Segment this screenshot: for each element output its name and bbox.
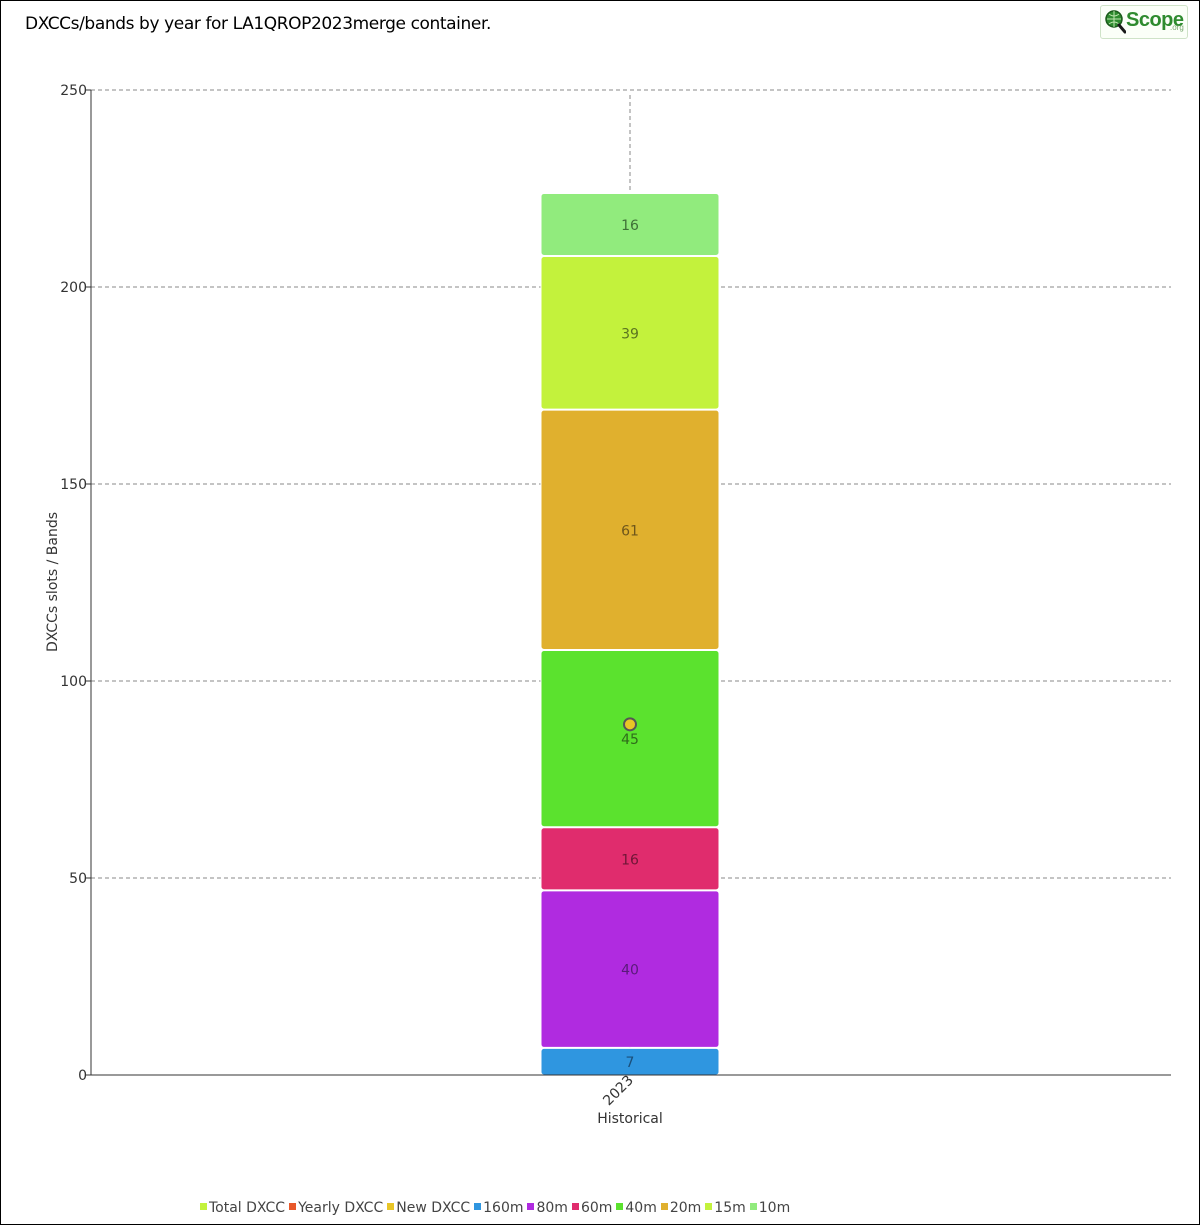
legend-label: Total DXCC [209,1200,286,1216]
bar-15m [540,255,720,410]
legend-swatch [474,1203,482,1210]
legend-swatch [571,1203,579,1210]
bar-label-60m: 16 [621,852,639,868]
legend-label: 40m [625,1200,657,1216]
legend-swatch [749,1203,757,1210]
bar-60m [540,827,720,891]
scope-logo[interactable]: Scope .org [1100,5,1188,39]
bar-label-10m: 16 [621,218,639,234]
logo-text: Scope [1126,9,1184,31]
legend-swatch [527,1203,535,1210]
chart-legend: Total DXCC Yearly DXCC New DXCC 160m 80m 60m 4… [200,1200,794,1216]
legend-item-60m[interactable]: 60m [571,1200,613,1216]
legend-swatch [387,1203,395,1210]
logo-suffix: .org [1170,23,1184,32]
y-tick-label: 200 [60,280,87,296]
chart-title: DXCCs/bands by year for LA1QROP2023merge… [25,14,491,34]
y-tick-label: 250 [60,83,87,99]
legend-label: 160m [483,1200,524,1216]
y-tick-label: 100 [60,674,87,690]
bar-80m [540,890,720,1048]
legend-item-10m[interactable]: 10m [749,1200,791,1216]
bar-label-20m: 61 [621,523,639,539]
bar-label-40m: 45 [621,732,639,748]
legend-item-20m[interactable]: 20m [660,1200,702,1216]
legend-item-160m[interactable]: 160m [474,1200,523,1216]
legend-label: 10m [758,1200,791,1216]
legend-item-80m[interactable]: 80m [527,1200,568,1216]
y-axis-title: DXCCs slots / Bands [45,512,61,652]
legend-label: Yearly DXCC [298,1200,384,1216]
legend-item-total-dxcc[interactable]: Total DXCC [200,1200,285,1216]
legend-item-yearly-dxcc[interactable]: Yearly DXCC [289,1200,383,1216]
globe-magnifier-icon [1105,10,1126,34]
legend-label: 20m [669,1200,702,1216]
legend-swatch [289,1203,297,1210]
legend-label: 80m [536,1200,568,1216]
x-tick-label: 2023 [600,1073,637,1110]
y-tick-label: 150 [60,477,87,493]
bar-20m [540,409,720,650]
x-axis-title: Historical [597,1111,663,1127]
y-tick-label: 50 [69,871,87,887]
legend-label: 60m [580,1200,613,1216]
bar-label-15m: 39 [621,326,639,342]
legend-label: 15m [714,1200,746,1216]
legend-label: New DXCC [396,1200,471,1216]
legend-item-15m[interactable]: 15m [705,1200,746,1216]
bar-label-160m: 7 [626,1055,635,1071]
legend-swatch [200,1203,207,1210]
bar-10m [540,192,720,256]
legend-swatch [705,1203,713,1210]
bar-label-80m: 40 [621,963,639,979]
bar-40m [540,649,720,828]
legend-item-new-dxcc[interactable]: New DXCC [387,1200,470,1216]
y-tick-label: 0 [78,1068,87,1084]
legend-swatch [660,1203,668,1210]
point-new-dxcc [623,717,637,732]
legend-item-40m[interactable]: 40m [616,1200,657,1216]
legend-swatch [616,1203,624,1210]
